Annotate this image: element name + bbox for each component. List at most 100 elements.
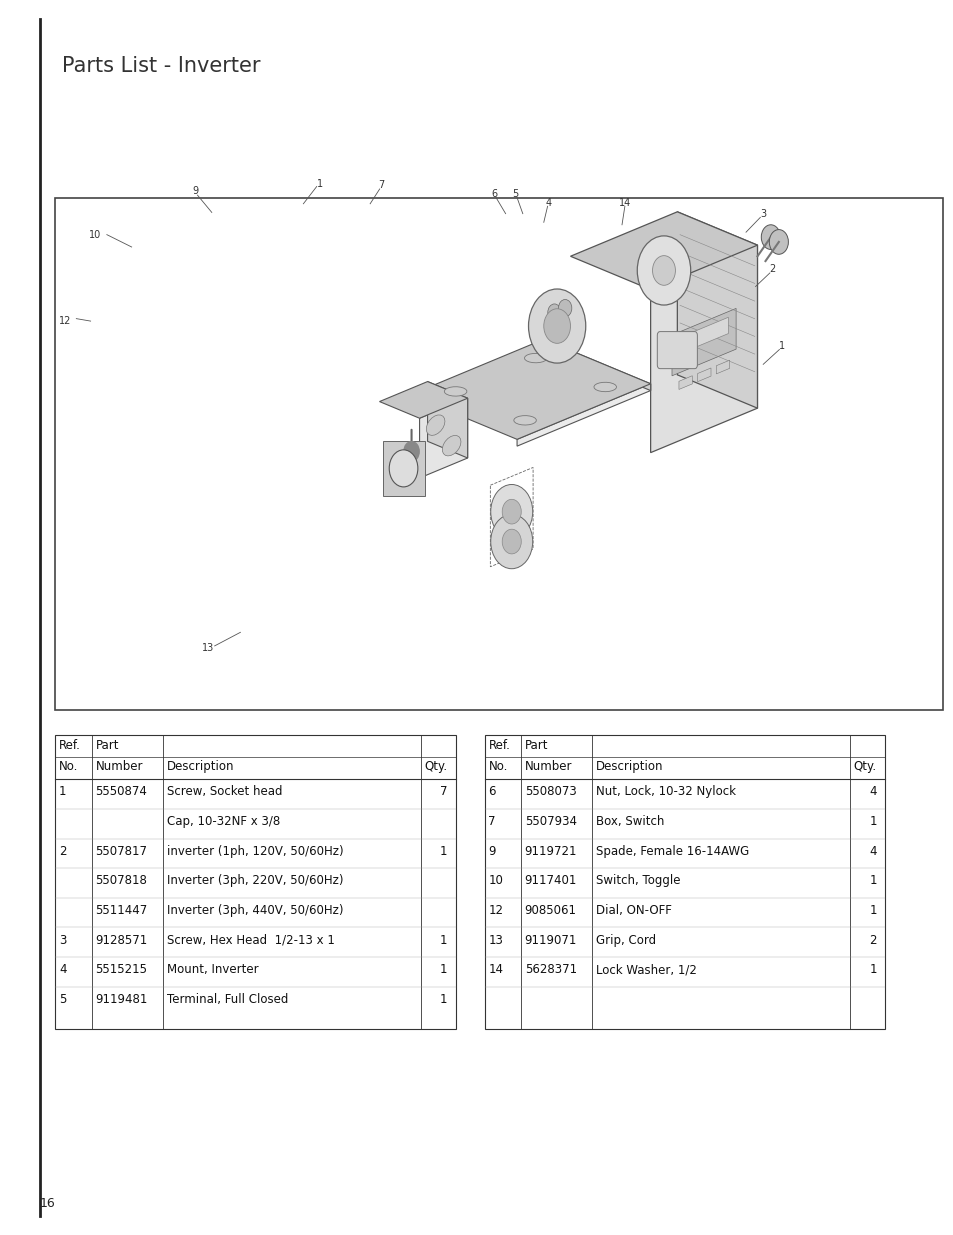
Polygon shape — [677, 212, 757, 408]
Text: 5550874: 5550874 — [95, 785, 147, 799]
Bar — [55, 735, 456, 1029]
Polygon shape — [444, 387, 466, 396]
Text: 1: 1 — [439, 993, 447, 1007]
Polygon shape — [570, 212, 757, 290]
Text: 9: 9 — [193, 186, 198, 196]
Circle shape — [490, 484, 532, 538]
Text: 12: 12 — [488, 904, 503, 918]
Text: Number: Number — [95, 760, 143, 773]
Circle shape — [501, 529, 520, 553]
Text: Spade, Female 16-14AWG: Spade, Female 16-14AWG — [596, 845, 749, 858]
Text: 1: 1 — [439, 934, 447, 947]
Polygon shape — [517, 384, 650, 446]
Text: 2: 2 — [868, 934, 876, 947]
Text: 9085061: 9085061 — [524, 904, 577, 918]
Text: 14: 14 — [488, 963, 503, 977]
Circle shape — [768, 230, 787, 254]
Text: 3: 3 — [760, 209, 765, 219]
Text: Switch, Toggle: Switch, Toggle — [596, 874, 680, 888]
Text: 1: 1 — [779, 341, 784, 351]
Text: 4: 4 — [868, 785, 876, 799]
Text: Inverter (3ph, 220V, 50/60Hz): Inverter (3ph, 220V, 50/60Hz) — [167, 874, 343, 888]
Text: 6: 6 — [488, 785, 496, 799]
Text: 16: 16 — [40, 1197, 56, 1210]
Circle shape — [534, 304, 553, 329]
Circle shape — [528, 289, 585, 363]
Polygon shape — [427, 382, 467, 458]
Text: Box, Switch: Box, Switch — [596, 815, 664, 829]
Text: Number: Number — [524, 760, 572, 773]
Text: 5628371: 5628371 — [524, 963, 577, 977]
Text: 5515215: 5515215 — [95, 963, 148, 977]
Text: Part: Part — [95, 739, 119, 752]
Circle shape — [760, 225, 780, 249]
Text: 4: 4 — [59, 963, 67, 977]
FancyBboxPatch shape — [657, 331, 697, 369]
Text: Qty.: Qty. — [424, 760, 447, 773]
Text: 9117401: 9117401 — [524, 874, 577, 888]
Text: 10: 10 — [90, 230, 101, 240]
Text: 10: 10 — [488, 874, 503, 888]
Text: 9: 9 — [488, 845, 496, 858]
Text: Grip, Cord: Grip, Cord — [596, 934, 656, 947]
Text: Mount, Inverter: Mount, Inverter — [167, 963, 258, 977]
Circle shape — [501, 499, 520, 524]
Text: 13: 13 — [488, 934, 503, 947]
Polygon shape — [410, 340, 650, 440]
Text: 5507934: 5507934 — [524, 815, 577, 829]
Text: 6: 6 — [491, 189, 497, 199]
Circle shape — [403, 442, 418, 462]
Text: Cap, 10-32NF x 3/8: Cap, 10-32NF x 3/8 — [167, 815, 280, 829]
Polygon shape — [419, 398, 467, 478]
Polygon shape — [716, 361, 729, 374]
Text: 4: 4 — [868, 845, 876, 858]
Polygon shape — [442, 436, 460, 456]
Text: Description: Description — [596, 760, 663, 773]
Bar — [382, 441, 424, 495]
Text: 1: 1 — [868, 874, 876, 888]
Text: 2: 2 — [59, 845, 67, 858]
Text: Screw, Socket head: Screw, Socket head — [167, 785, 282, 799]
Polygon shape — [650, 245, 757, 453]
Polygon shape — [524, 353, 546, 363]
Text: Parts List - Inverter: Parts List - Inverter — [62, 56, 260, 75]
Text: Part: Part — [524, 739, 548, 752]
Text: 1: 1 — [868, 815, 876, 829]
Text: Dial, ON-OFF: Dial, ON-OFF — [596, 904, 672, 918]
Text: Nut, Lock, 10-32 Nylock: Nut, Lock, 10-32 Nylock — [596, 785, 736, 799]
Circle shape — [490, 515, 532, 568]
Polygon shape — [379, 382, 467, 419]
Text: 9119071: 9119071 — [524, 934, 577, 947]
Text: 7: 7 — [378, 180, 384, 190]
Text: 1: 1 — [59, 785, 67, 799]
Text: 7: 7 — [439, 785, 447, 799]
Text: Qty.: Qty. — [853, 760, 876, 773]
Text: 13: 13 — [202, 643, 213, 653]
Text: 5: 5 — [512, 189, 517, 199]
Polygon shape — [426, 415, 444, 436]
Polygon shape — [679, 317, 727, 353]
Circle shape — [652, 256, 675, 285]
Text: Ref.: Ref. — [59, 739, 81, 752]
Text: 9119721: 9119721 — [524, 845, 577, 858]
Text: Description: Description — [167, 760, 234, 773]
Text: Inverter (3ph, 440V, 50/60Hz): Inverter (3ph, 440V, 50/60Hz) — [167, 904, 343, 918]
Text: Ref.: Ref. — [488, 739, 510, 752]
Text: 1: 1 — [868, 963, 876, 977]
Text: 1: 1 — [439, 845, 447, 858]
Text: 1: 1 — [316, 179, 322, 189]
Polygon shape — [594, 383, 616, 391]
Text: 3: 3 — [59, 934, 67, 947]
Polygon shape — [679, 375, 692, 389]
Text: 12: 12 — [59, 316, 71, 326]
Polygon shape — [697, 368, 710, 382]
Text: inverter (1ph, 120V, 50/60Hz): inverter (1ph, 120V, 50/60Hz) — [167, 845, 343, 858]
Polygon shape — [543, 340, 650, 390]
Polygon shape — [514, 416, 536, 425]
Text: Terminal, Full Closed: Terminal, Full Closed — [167, 993, 288, 1007]
Text: 5508073: 5508073 — [524, 785, 576, 799]
Circle shape — [558, 300, 571, 317]
Bar — [55, 198, 942, 710]
Text: 9128571: 9128571 — [95, 934, 148, 947]
Text: 5: 5 — [59, 993, 67, 1007]
